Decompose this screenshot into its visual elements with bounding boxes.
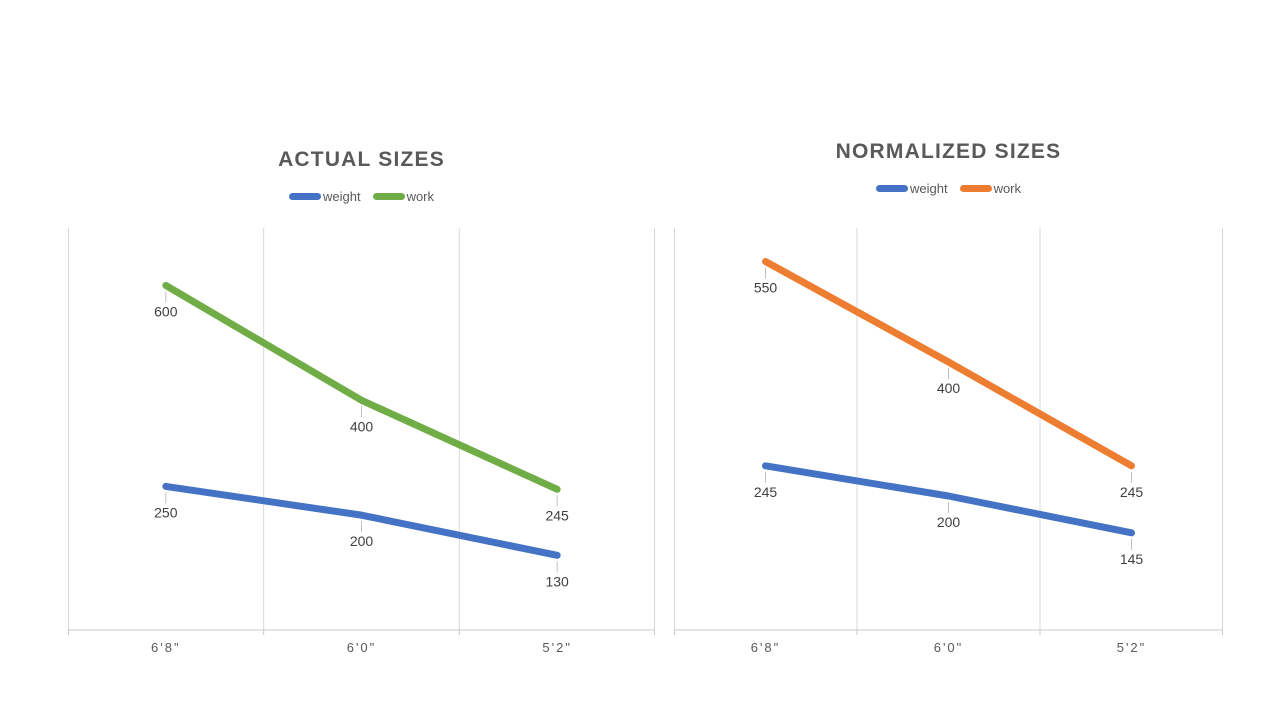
x-axis-label: 5'2" [1116, 640, 1147, 655]
chart-legend: weight work [674, 180, 1223, 196]
svg-text:245: 245 [754, 484, 778, 500]
legend-item-weight[interactable]: weight [288, 188, 361, 204]
x-axis-label: 5'2" [542, 640, 572, 655]
svg-text:250: 250 [154, 504, 178, 520]
svg-text:550: 550 [754, 280, 778, 296]
legend-item-work[interactable]: work [372, 188, 435, 204]
legend-marker-weight [288, 192, 321, 200]
legend-item-work[interactable]: work [959, 180, 1022, 196]
chart-legend: weight work [68, 188, 655, 204]
x-axis-label: 6'0" [346, 640, 377, 655]
svg-text:400: 400 [937, 380, 961, 396]
legend-label: weight [322, 188, 361, 204]
x-axis: 6'8" 6'0" 5'2" [68, 640, 655, 655]
chart-title: NORMALIZED SIZES [835, 140, 1062, 163]
chart-actual-sizes[interactable]: ACTUAL SIZES weight work 250 200 130 600 400… [68, 140, 655, 680]
svg-text:200: 200 [350, 533, 374, 549]
svg-text:245: 245 [545, 507, 569, 523]
svg-text:145: 145 [1120, 551, 1144, 567]
svg-text:600: 600 [154, 303, 178, 319]
x-axis: 6'8" 6'0" 5'2" [674, 640, 1223, 655]
x-axis-label: 6'0" [933, 640, 964, 655]
svg-text:400: 400 [350, 418, 374, 434]
legend-label: weight [909, 180, 948, 196]
svg-text:245: 245 [1120, 484, 1144, 500]
legend-marker-weight [875, 184, 908, 192]
svg-text:200: 200 [937, 514, 961, 530]
plot-area[interactable]: 250 200 130 600 400 245 [68, 228, 655, 640]
x-axis-label: 6'8" [151, 640, 181, 655]
legend-item-weight[interactable]: weight [875, 180, 948, 196]
legend-label: work [406, 188, 435, 204]
legend-marker-work [959, 184, 992, 192]
chart-normalized-sizes[interactable]: NORMALIZED SIZES weight work 245 200 145 55… [674, 132, 1223, 680]
legend-label: work [993, 180, 1022, 196]
x-axis-label: 6'8" [750, 640, 781, 655]
svg-text:130: 130 [545, 573, 569, 589]
legend-marker-work [372, 192, 405, 200]
chart-title: ACTUAL SIZES [278, 148, 445, 171]
plot-area[interactable]: 245 200 145 550 400 245 [674, 228, 1223, 640]
